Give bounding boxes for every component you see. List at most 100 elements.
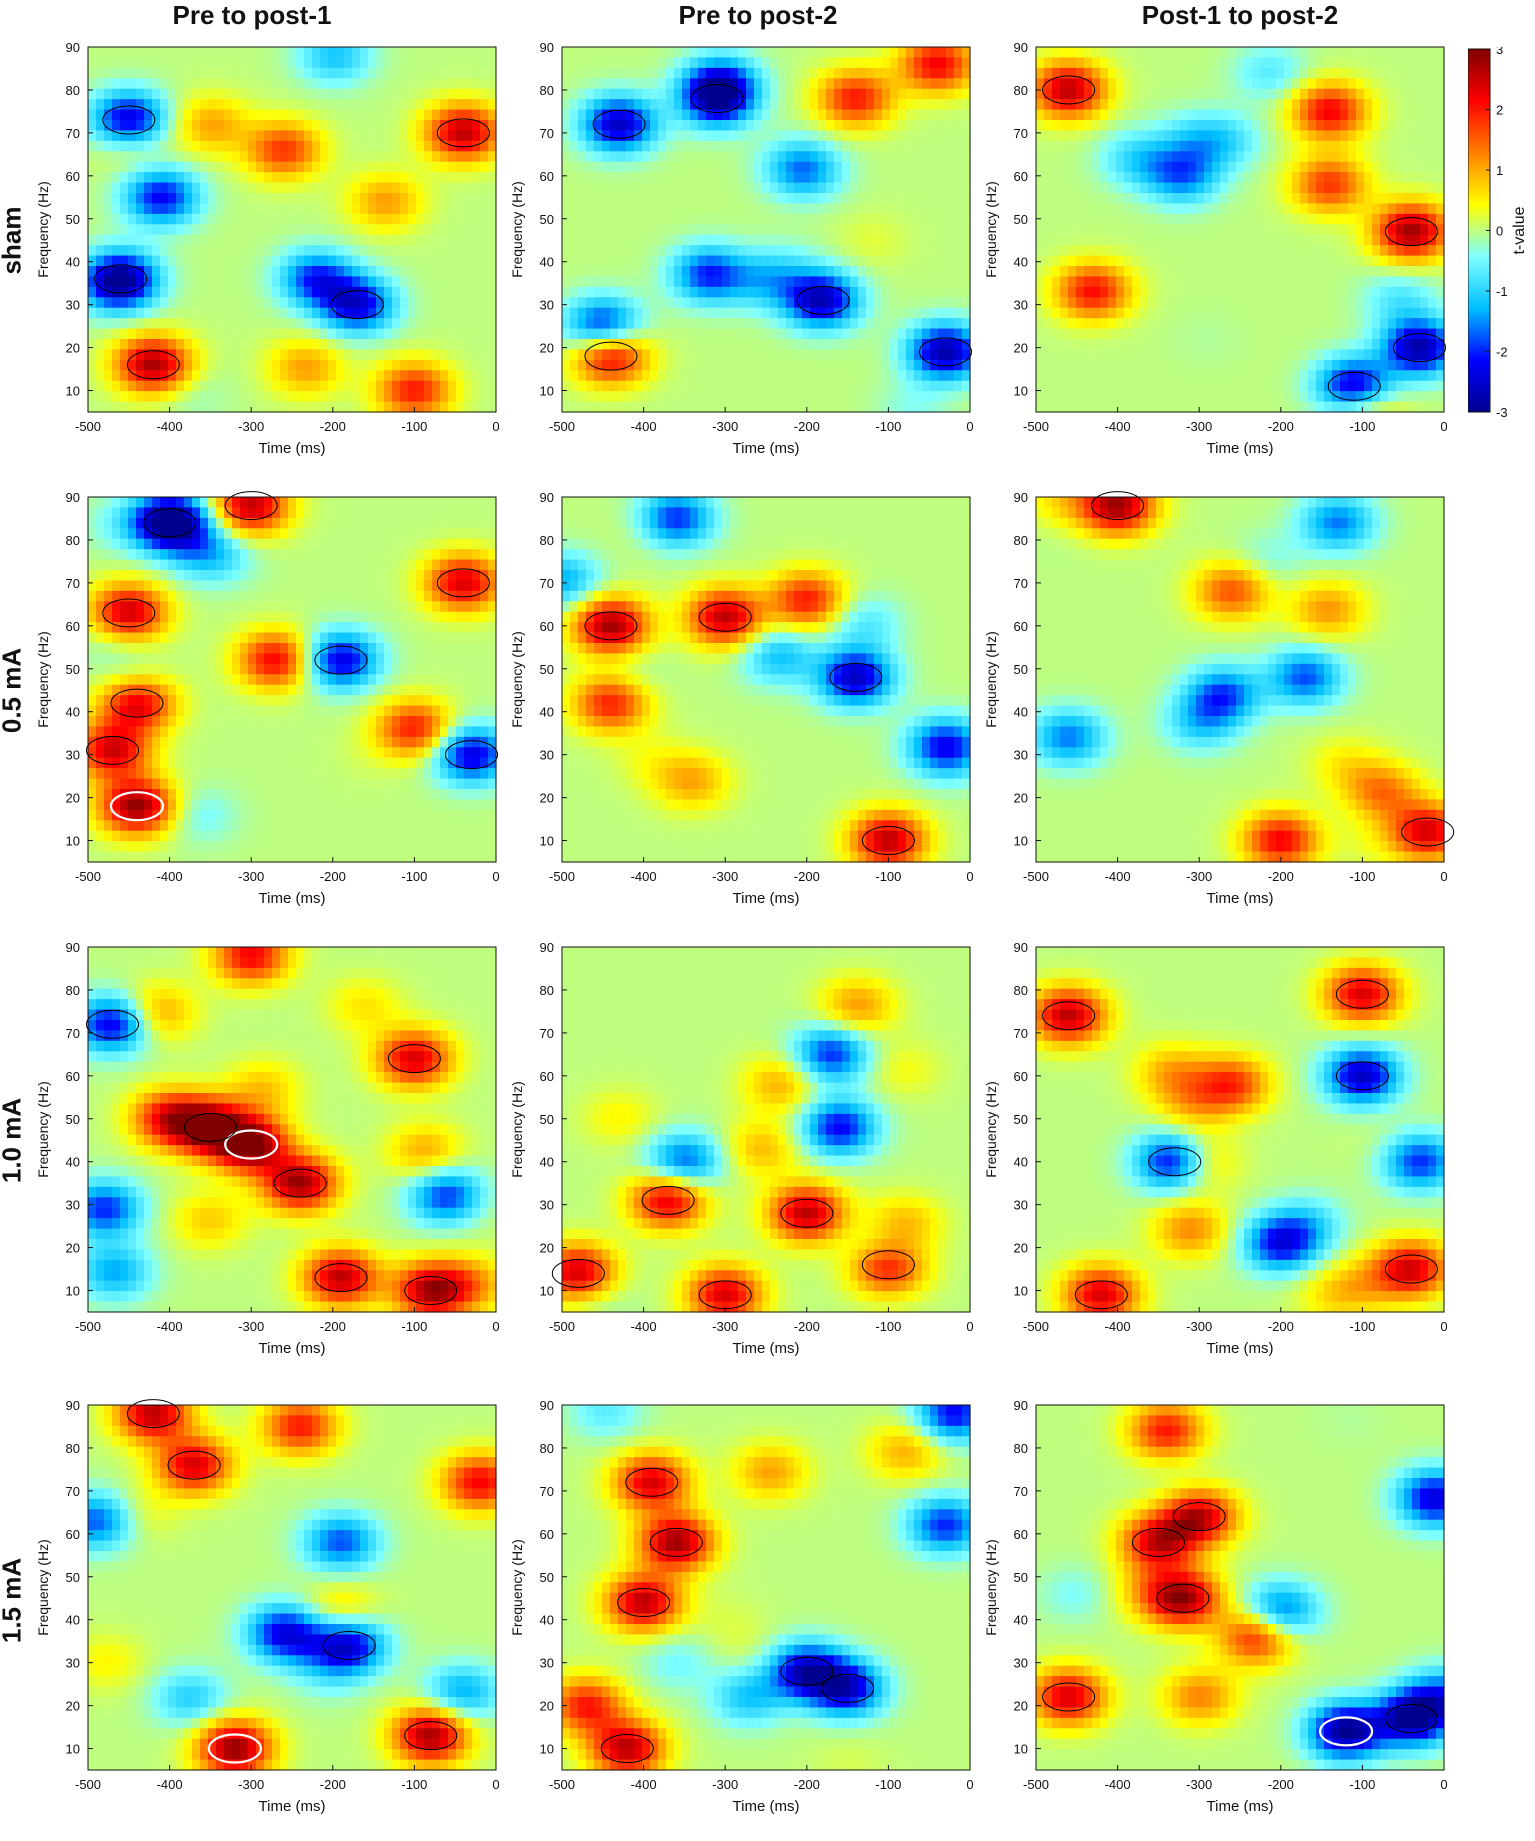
heatmap-cell	[424, 381, 433, 392]
heatmap-cell	[304, 391, 313, 402]
heatmap-cell	[1212, 57, 1221, 68]
heatmap-cell	[802, 235, 811, 246]
heatmap-cell	[674, 297, 683, 308]
heatmap-cell	[224, 329, 233, 340]
heatmap-cell	[128, 318, 137, 329]
heatmap-cell	[682, 110, 691, 121]
heatmap-cell	[594, 183, 603, 194]
heatmap-cell	[1388, 57, 1397, 68]
heatmap-cell	[480, 78, 489, 89]
heatmap-cell	[360, 391, 369, 402]
heatmap-cell	[698, 381, 707, 392]
heatmap-cell	[770, 47, 779, 58]
heatmap-cell	[1308, 89, 1317, 100]
heatmap-cell	[152, 141, 161, 152]
heatmap-cell	[818, 110, 827, 121]
heatmap-cell	[1284, 99, 1293, 110]
heatmap-cell	[914, 193, 923, 204]
heatmap-cell	[1428, 89, 1437, 100]
heatmap-cell	[1164, 162, 1173, 173]
heatmap-cell	[248, 203, 257, 214]
heatmap-cell	[1420, 162, 1429, 173]
heatmap-cell	[946, 193, 955, 204]
heatmap-cell	[392, 214, 401, 225]
heatmap-cell	[674, 370, 683, 381]
heatmap-cell	[1172, 47, 1181, 58]
heatmap-cell	[1124, 214, 1133, 225]
heatmap-cell	[1316, 193, 1325, 204]
heatmap-cell	[778, 130, 787, 141]
heatmap-cell	[1316, 89, 1325, 100]
heatmap-cell	[1396, 193, 1405, 204]
heatmap-cell	[922, 78, 931, 89]
heatmap-cell	[1244, 214, 1253, 225]
heatmap-cell	[810, 266, 819, 277]
heatmap-cell	[288, 297, 297, 308]
heatmap-cell	[1252, 224, 1261, 235]
heatmap-cell	[128, 276, 137, 287]
heatmap-cell	[1252, 203, 1261, 214]
heatmap-cell	[850, 235, 859, 246]
heatmap-cell	[1284, 266, 1293, 277]
heatmap-cell	[850, 162, 859, 173]
heatmap-cell	[1180, 245, 1189, 256]
heatmap-cell	[890, 349, 899, 360]
heatmap-cell	[858, 245, 867, 256]
heatmap-cell	[112, 214, 121, 225]
heatmap-cell	[456, 329, 465, 340]
heatmap-cell	[1060, 266, 1069, 277]
heatmap-cell	[256, 308, 265, 319]
heatmap-cell	[1164, 68, 1173, 79]
heatmap-cell	[320, 339, 329, 350]
heatmap-cell	[280, 276, 289, 287]
heatmap-cell	[914, 329, 923, 340]
heatmap-cell	[618, 99, 627, 110]
heatmap-cell	[674, 276, 683, 287]
heatmap-cell	[256, 297, 265, 308]
heatmap-cell	[1228, 297, 1237, 308]
heatmap-cell	[328, 287, 337, 298]
heatmap-cell	[1036, 308, 1045, 319]
heatmap-cell	[400, 360, 409, 371]
heatmap-cell	[658, 276, 667, 287]
heatmap-cell	[1060, 57, 1069, 68]
heatmap-cell	[922, 245, 931, 256]
heatmap-cell	[826, 89, 835, 100]
heatmap-cell	[1156, 110, 1165, 121]
heatmap-cell	[368, 276, 377, 287]
heatmap-cell	[208, 214, 217, 225]
heatmap-cell	[336, 89, 345, 100]
heatmap-cell	[1244, 78, 1253, 89]
heatmap-cell	[1276, 89, 1285, 100]
heatmap-cell	[400, 151, 409, 162]
heatmap-cell	[464, 297, 473, 308]
heatmap-cell	[224, 297, 233, 308]
heatmap-cell	[922, 381, 931, 392]
heatmap-cell	[248, 370, 257, 381]
heatmap-cell	[794, 224, 803, 235]
heatmap-cell	[1260, 162, 1269, 173]
heatmap-cell	[890, 381, 899, 392]
heatmap-cell	[1436, 297, 1445, 308]
heatmap-cell	[866, 183, 875, 194]
heatmap-cell	[594, 68, 603, 79]
heatmap-cell	[160, 151, 169, 162]
heatmap-cell	[168, 172, 177, 183]
heatmap-cell	[96, 214, 105, 225]
heatmap-cell	[200, 110, 209, 121]
heatmap-cell	[1076, 151, 1085, 162]
heatmap-cell	[120, 68, 129, 79]
heatmap-cell	[120, 245, 129, 256]
heatmap-cell	[906, 120, 915, 131]
heatmap-cell	[954, 120, 963, 131]
heatmap-cell	[96, 329, 105, 340]
heatmap-cell	[312, 276, 321, 287]
column-title-pre-to-post-2: Pre to post-2	[548, 0, 968, 31]
heatmap-cell	[666, 151, 675, 162]
heatmap-cell	[224, 276, 233, 287]
heatmap-cell	[1292, 162, 1301, 173]
heatmap-cell	[456, 172, 465, 183]
heatmap-cell	[818, 391, 827, 402]
heatmap-cell	[850, 78, 859, 89]
heatmap-cell	[1188, 203, 1197, 214]
